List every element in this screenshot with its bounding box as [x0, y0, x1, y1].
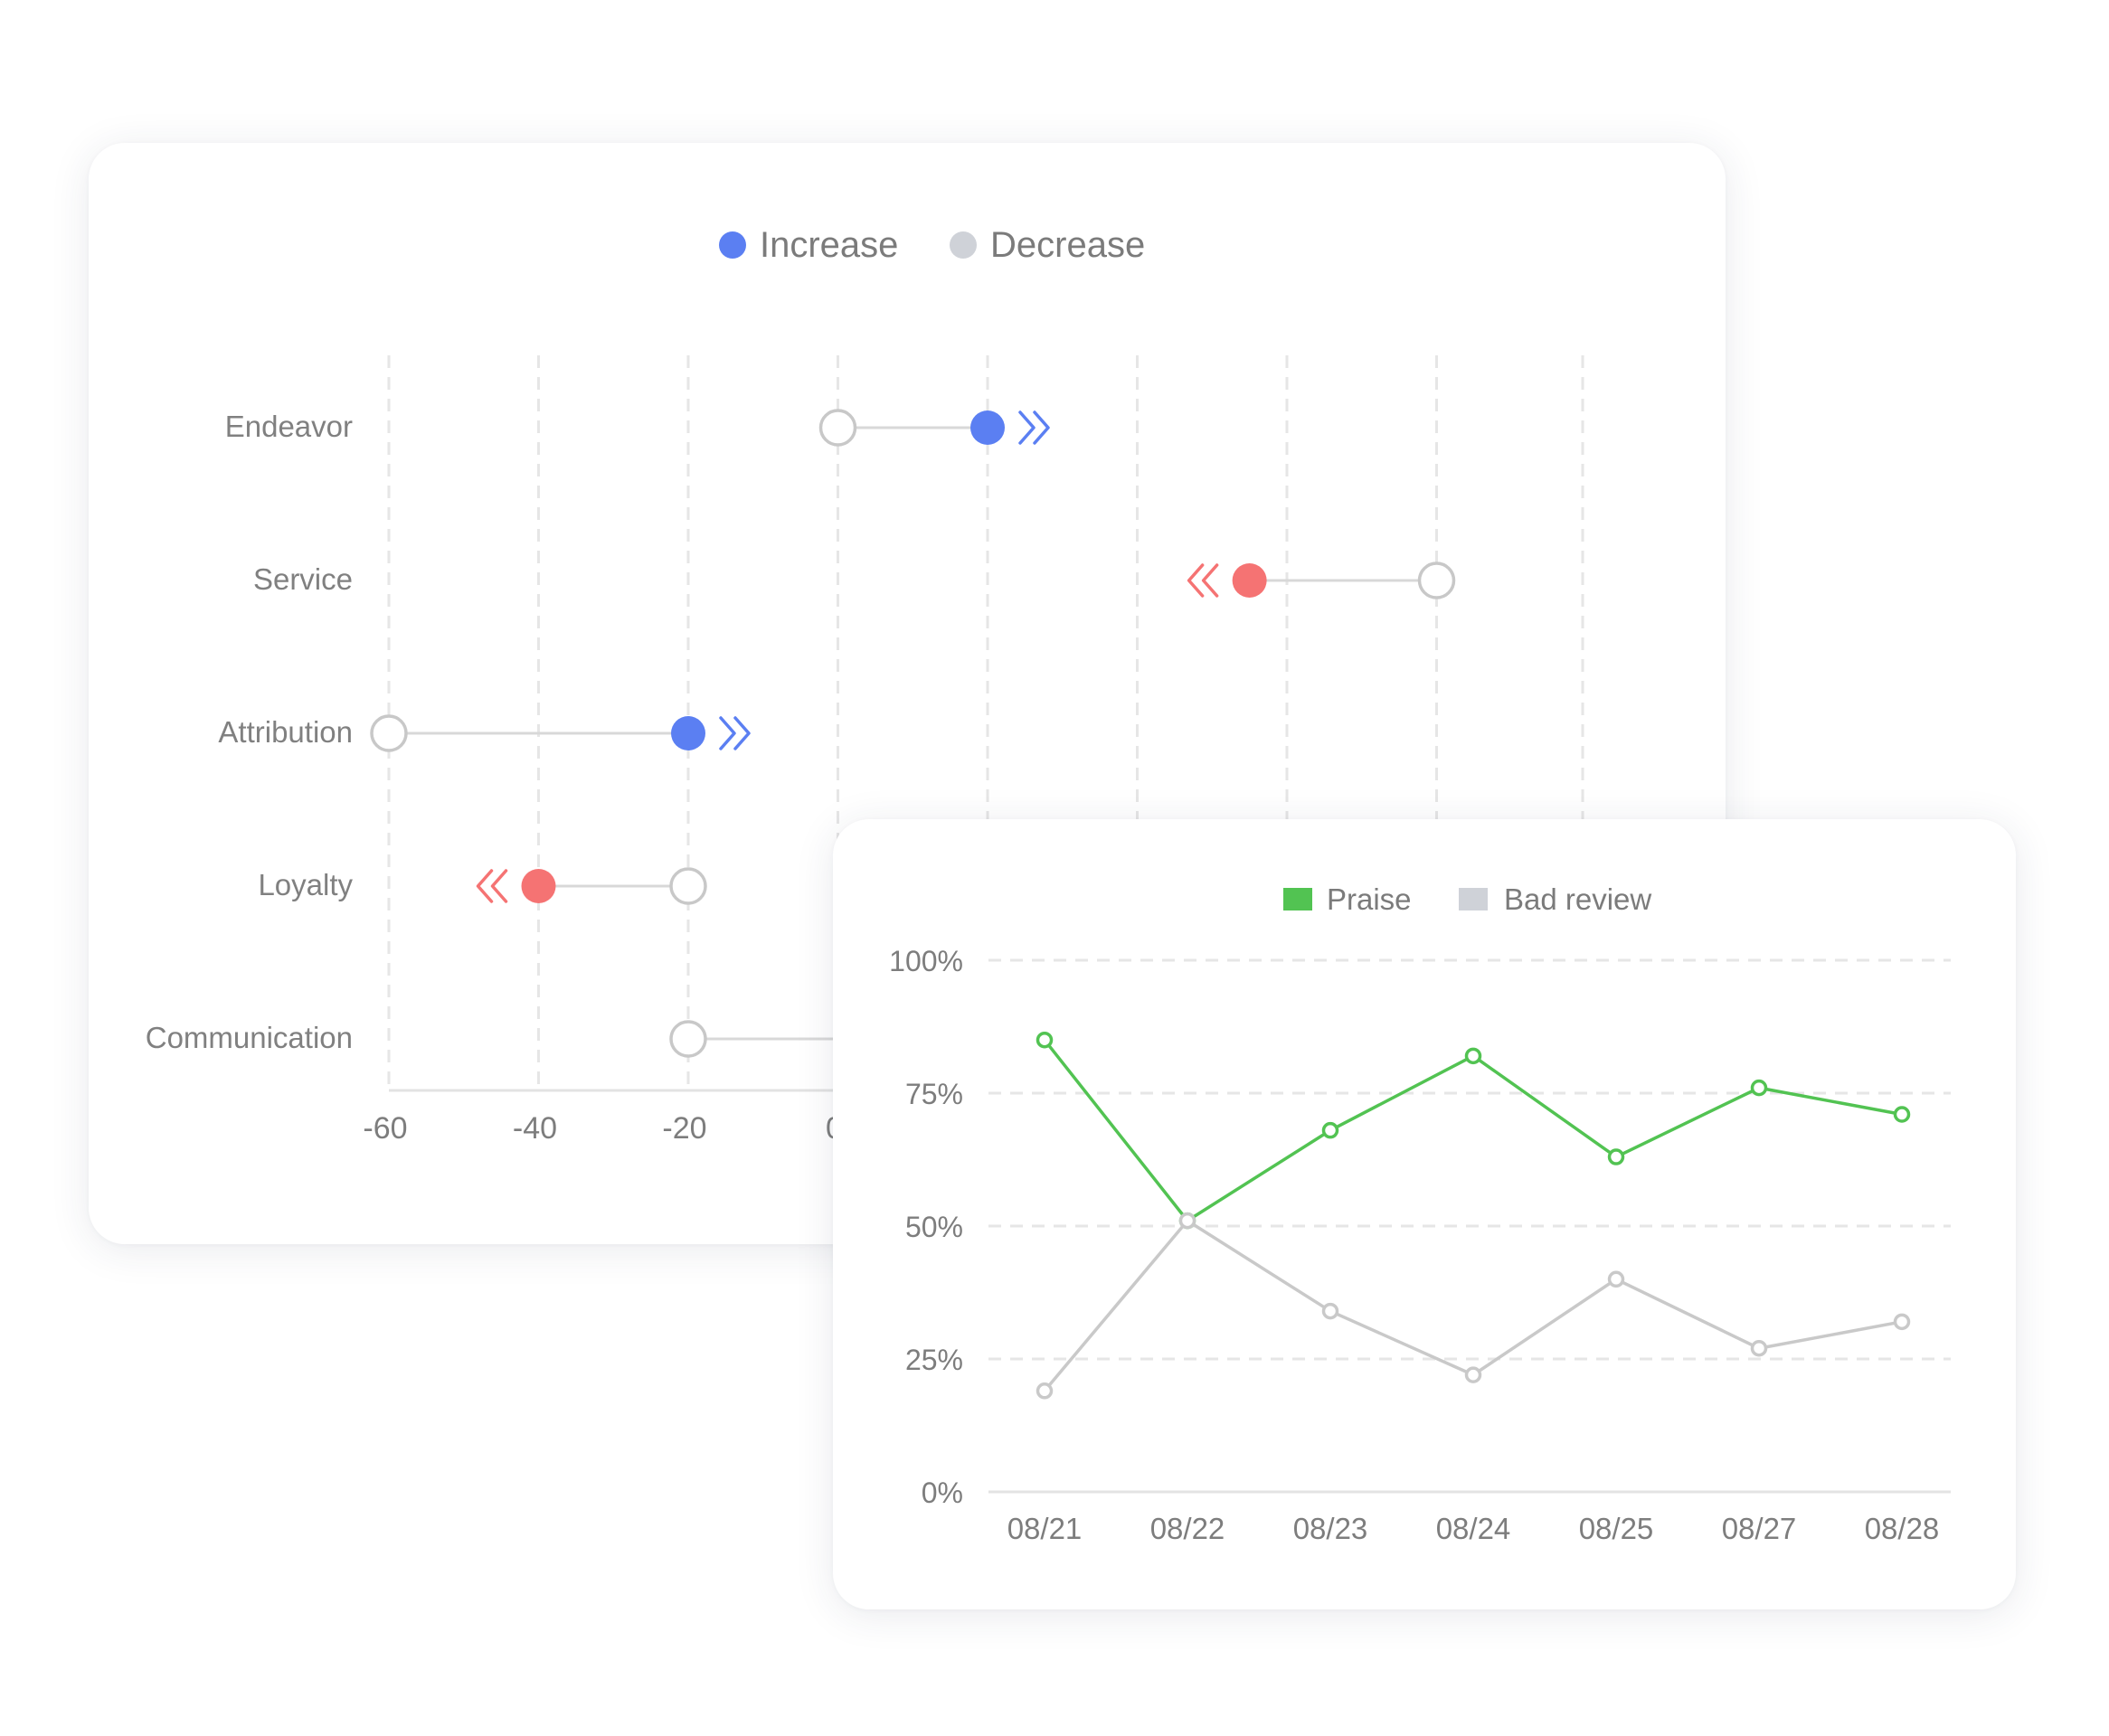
dumbbell-end-point-0 [970, 410, 1005, 445]
y-tick-label-3: 75% [905, 1078, 963, 1110]
x-tick-label-1: 08/22 [1150, 1512, 1225, 1545]
legend-increase-label: Increase [760, 225, 898, 265]
series-0-point-4 [1607, 1148, 1625, 1165]
decrease-arrow-icon-1 [1187, 563, 1219, 598]
x-tick-label-3: 08/24 [1436, 1512, 1511, 1545]
legend-increase-swatch [719, 231, 746, 259]
series-1-point-2 [1321, 1302, 1339, 1320]
series-0-point-3 [1464, 1047, 1482, 1065]
y-tick-label-0: 0% [922, 1477, 963, 1509]
category-label-2: Attribution [218, 715, 353, 749]
legend-praise-swatch [1283, 888, 1312, 910]
line-chart: Praise Bad review 0% 25% 50% 75% 100% 08/21 08… [889, 882, 1951, 1545]
increase-arrow-icon-0 [1018, 410, 1050, 445]
legend-decrease-swatch [950, 231, 977, 259]
x-tick-label-0: -60 [363, 1111, 407, 1146]
series-1-point-1 [1178, 1212, 1196, 1230]
x-tick-label-2: 08/23 [1293, 1512, 1368, 1545]
series-1-point-4 [1607, 1270, 1625, 1288]
series-line-1 [1043, 1219, 1903, 1392]
category-label-3: Loyalty [258, 868, 353, 901]
x-tick-label-4: 08/25 [1579, 1512, 1654, 1545]
x-tick-label-1: -40 [513, 1111, 557, 1146]
dumbbell-start-point-4 [669, 1020, 707, 1058]
dumbbell-start-point-2 [370, 714, 408, 752]
decrease-arrow-icon-3 [476, 869, 508, 903]
dumbbell-legend: Increase Decrease [719, 225, 1145, 265]
series-1-point-5 [1750, 1339, 1768, 1357]
series-1-point-3 [1464, 1366, 1482, 1383]
series-0-point-2 [1321, 1121, 1339, 1139]
line-chart-card: Praise Bad review 0% 25% 50% 75% 100% 08/21 08… [833, 819, 2016, 1609]
x-tick-label-2: -20 [662, 1111, 706, 1146]
dumbbell-end-point-1 [1232, 563, 1267, 598]
dumbbell-start-point-0 [818, 409, 857, 447]
category-label-4: Communication [146, 1021, 353, 1054]
series-1-point-6 [1893, 1313, 1911, 1331]
x-tick-label-6: 08/28 [1865, 1512, 1940, 1545]
y-tick-label-2: 50% [905, 1211, 963, 1243]
dumbbell-end-point-3 [521, 869, 556, 903]
dumbbell-end-point-2 [671, 716, 705, 750]
y-tick-label-4: 100% [889, 945, 963, 977]
x-tick-label-0: 08/21 [1007, 1512, 1083, 1545]
series-1-point-0 [1036, 1382, 1054, 1400]
category-label-1: Service [253, 562, 353, 596]
series-0-point-5 [1750, 1079, 1768, 1097]
legend-praise-label: Praise [1327, 882, 1412, 916]
dumbbell-start-point-3 [669, 867, 707, 905]
series-line-0 [1043, 1039, 1903, 1222]
dumbbell-start-point-1 [1417, 561, 1456, 599]
legend-bad-review-swatch [1459, 888, 1488, 910]
x-tick-label-5: 08/27 [1722, 1512, 1797, 1545]
legend-decrease-label: Decrease [990, 225, 1145, 265]
increase-arrow-icon-2 [719, 716, 751, 750]
y-tick-label-1: 25% [905, 1344, 963, 1376]
legend-bad-review-label: Bad review [1504, 882, 1651, 916]
category-label-0: Endeavor [225, 410, 353, 443]
line-legend: Praise Bad review [1283, 882, 1651, 916]
series-0-point-6 [1893, 1106, 1911, 1123]
series-0-point-0 [1036, 1031, 1054, 1049]
